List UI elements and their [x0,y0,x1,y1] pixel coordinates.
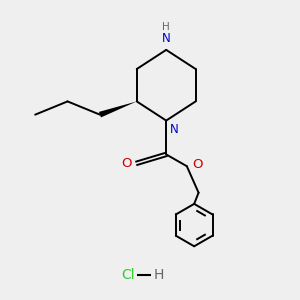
Text: Cl: Cl [122,268,135,282]
Text: N: N [162,32,171,45]
Polygon shape [99,101,137,117]
Text: O: O [192,158,202,171]
Text: H: H [162,22,170,32]
Text: N: N [170,123,178,136]
Text: H: H [154,268,164,282]
Text: O: O [121,157,131,170]
